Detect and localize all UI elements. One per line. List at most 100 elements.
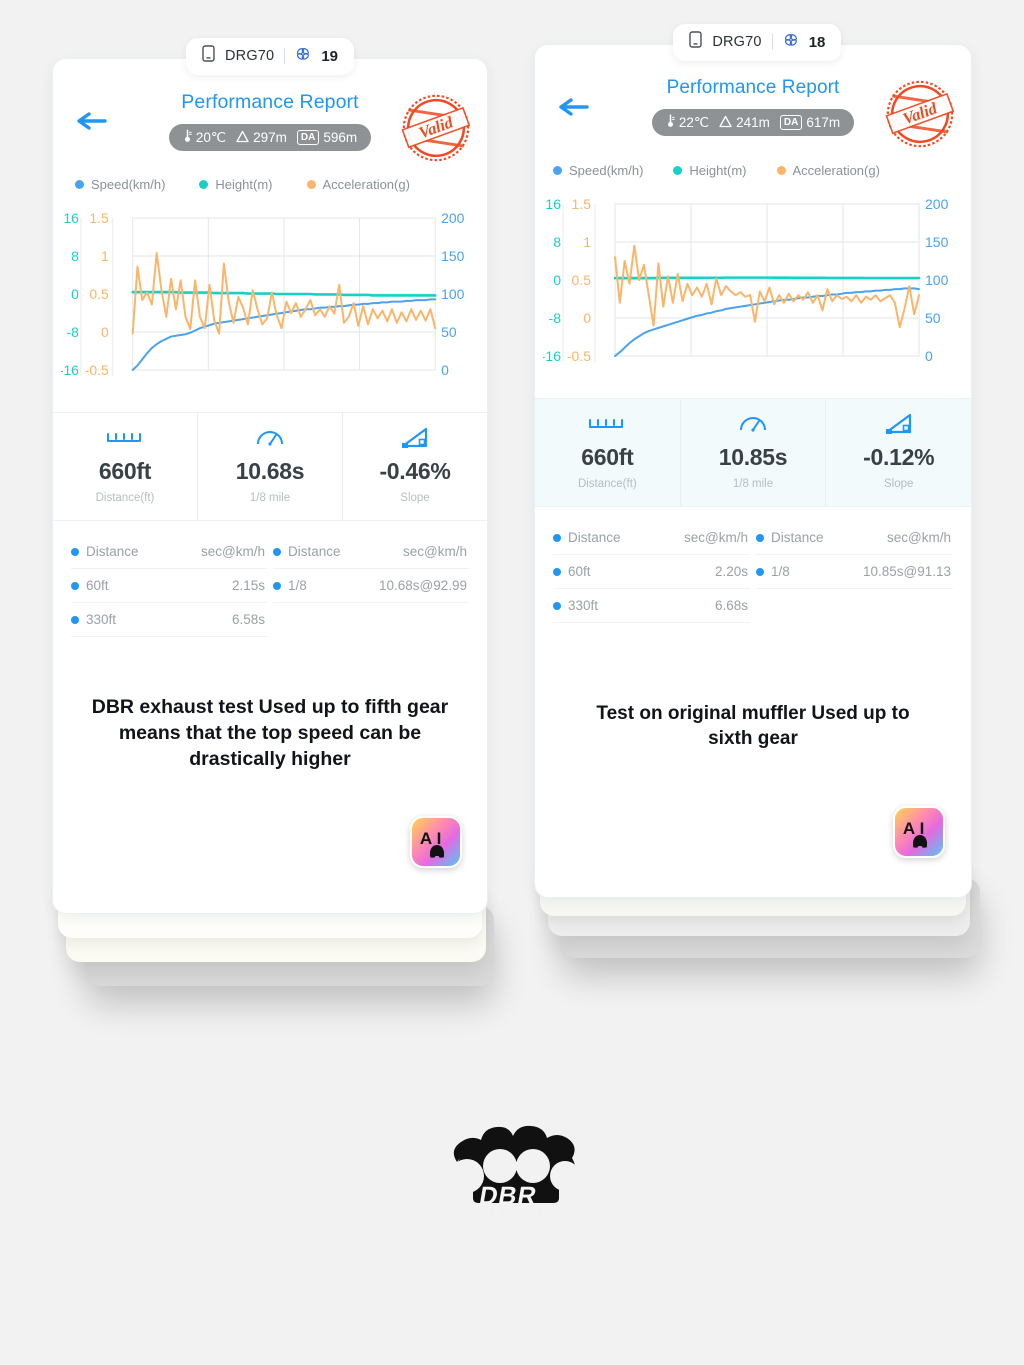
svg-text:16: 16	[545, 196, 561, 212]
da-badge: DA	[296, 130, 320, 145]
split-name: 60ft	[568, 564, 591, 579]
ai-car-app-icon[interactable]: A I	[893, 806, 945, 858]
stat-slope-label: Slope	[400, 492, 430, 504]
splits-column-right: Distance sec@km/h 1/8 10.68s@92.99	[267, 535, 469, 637]
row-dot	[756, 567, 764, 576]
device-name: DRG70	[224, 48, 275, 64]
report-card-right: DRG70 18	[534, 24, 980, 958]
phone-icon	[689, 31, 703, 53]
altitude-icon	[719, 115, 732, 131]
condition-altitude: 297m	[236, 130, 287, 146]
page-title: Performance Report	[666, 77, 840, 98]
splits-header-distance: Distance	[771, 530, 824, 545]
split-name: 1/8	[288, 578, 307, 593]
device-badge[interactable]: DRG70 19	[185, 38, 355, 75]
device-name: DRG70	[712, 34, 762, 50]
svg-text:0: 0	[71, 286, 79, 302]
thermometer-icon	[183, 129, 192, 146]
svg-text:I: I	[437, 829, 442, 848]
table-row: 60ft 2.20s	[553, 555, 750, 589]
table-row: 1/8 10.85s@91.13	[756, 555, 953, 589]
device-run-count: 18	[808, 33, 826, 51]
svg-text:1.5: 1.5	[572, 196, 592, 212]
row-dot	[756, 533, 764, 542]
split-name: 60ft	[86, 578, 109, 593]
ai-car-app-icon[interactable]: A I	[410, 816, 462, 868]
split-value: 10.68s@92.99	[378, 578, 467, 593]
table-row: Distance sec@km/h	[273, 535, 469, 569]
svg-text:-16: -16	[61, 362, 79, 378]
row-dot	[273, 547, 281, 556]
split-value: 2.20s	[714, 564, 748, 579]
stat-distance-value: 660ft	[581, 444, 634, 470]
svg-text:0: 0	[553, 272, 561, 288]
conditions-badge: 22℃ 241m DA 617m	[651, 109, 855, 136]
table-row: 330ft 6.68s	[553, 589, 750, 623]
stat-slope: -0.12% Slope	[825, 399, 971, 506]
card-surface: DRG70 19	[52, 38, 488, 914]
splits-column-left: Distance sec@km/h 60ft 2.15s 330ft 6.58s	[71, 535, 267, 637]
density-altitude-value: 617m	[806, 115, 841, 130]
ruler-icon	[535, 411, 680, 437]
svg-text:0: 0	[441, 362, 449, 378]
altitude-icon	[236, 130, 249, 146]
performance-chart: 16 8 0 -8 -16 1.5 1 0.5 0 -0.5 200 150 100 50 0	[61, 200, 479, 400]
legend-item-speed: Speed(km/h)	[553, 163, 643, 178]
thermometer-icon	[666, 114, 675, 131]
device-run-count: 19	[321, 47, 339, 65]
density-altitude-value: 596m	[323, 130, 358, 145]
condition-temperature: 22℃	[666, 114, 709, 131]
valid-stamp-icon: Valid	[390, 82, 483, 175]
gauge-icon	[681, 411, 826, 437]
stat-slope: -0.46% Slope	[342, 413, 487, 520]
svg-text:-16: -16	[543, 348, 561, 364]
legend-item-acceleration: Acceleration(g)	[776, 163, 880, 178]
dbr-factory-knuckle-logo: DBR FACTORY	[427, 1118, 597, 1230]
table-row-empty	[273, 603, 469, 636]
svg-text:150: 150	[925, 234, 949, 250]
legend-label-speed: Speed(km/h)	[569, 163, 644, 178]
stat-slope-label: Slope	[883, 478, 914, 490]
rings-icon	[295, 46, 311, 67]
row-dot	[553, 567, 561, 576]
svg-text:50: 50	[441, 324, 457, 340]
splits-column-left: Distance sec@km/h 60ft 2.20s 330ft 6.68s	[553, 521, 750, 623]
device-badge[interactable]: DRG70 18	[673, 24, 842, 61]
summary-stats: 660ft Distance(ft) 10.85s 1/8 mile	[535, 398, 971, 507]
card-header: Performance Report 20℃	[53, 59, 487, 171]
gauge-icon	[198, 425, 342, 451]
back-arrow-icon[interactable]	[557, 95, 591, 124]
legend-dot-speed	[75, 180, 84, 189]
legend-item-acceleration: Acceleration(g)	[306, 177, 410, 192]
legend-item-speed: Speed(km/h)	[75, 177, 165, 192]
svg-text:200: 200	[441, 210, 464, 226]
slope-icon	[343, 425, 487, 451]
temperature-value: 22℃	[678, 114, 710, 130]
rings-icon	[783, 32, 799, 53]
splits-header-unit: sec@km/h	[684, 530, 748, 545]
stat-distance-label: Distance(ft)	[577, 478, 637, 490]
svg-text:16: 16	[63, 210, 79, 226]
back-arrow-icon[interactable]	[75, 109, 109, 138]
row-dot	[553, 601, 561, 610]
svg-text:150: 150	[441, 248, 464, 264]
svg-text:1.5: 1.5	[89, 210, 109, 226]
badge-divider	[771, 34, 773, 50]
row-dot	[71, 615, 79, 624]
split-value: 10.85s@91.13	[862, 564, 951, 579]
svg-text:200: 200	[925, 196, 949, 212]
split-value: 2.15s	[231, 578, 265, 593]
page-title: Performance Report	[181, 91, 359, 113]
stat-eighth-mile-value: 10.68s	[235, 458, 305, 484]
performance-chart: 16 8 0 -8 -16 1.5 1 0.5 0 -0.5 200 150 100 50 0	[543, 186, 963, 386]
svg-text:1: 1	[101, 248, 109, 264]
legend-label-height: Height(m)	[215, 177, 273, 192]
table-row-empty	[756, 589, 953, 622]
temperature-value: 20℃	[195, 129, 227, 145]
stat-eighth-mile: 10.68s 1/8 mile	[197, 413, 342, 520]
condition-temperature: 20℃	[183, 129, 226, 146]
badge-divider	[284, 48, 286, 64]
da-badge: DA	[779, 115, 803, 130]
altitude-value: 297m	[253, 130, 287, 145]
splits-header-distance: Distance	[568, 530, 621, 545]
